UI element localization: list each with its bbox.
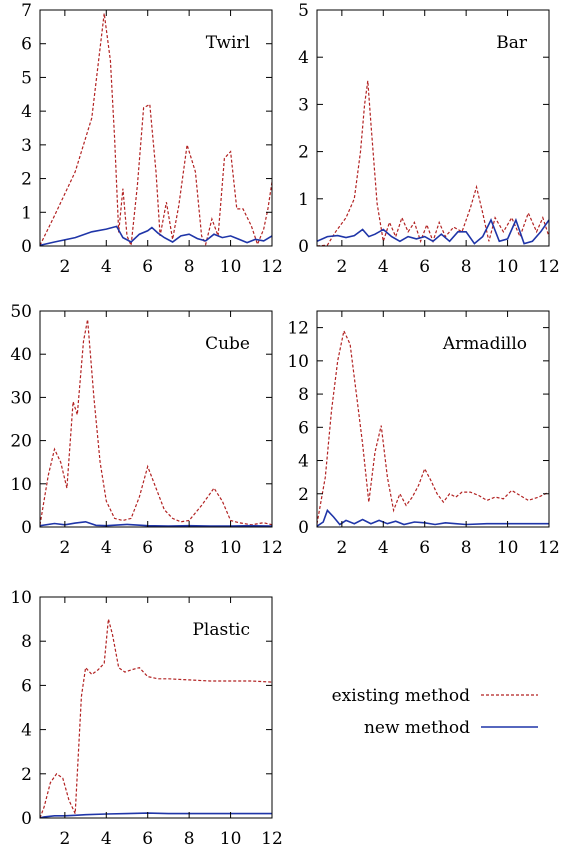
x-tick-label: 12 xyxy=(538,257,560,277)
x-tick-label: 10 xyxy=(220,829,242,849)
x-tick-label: 6 xyxy=(419,538,430,558)
y-tick-label: 40 xyxy=(10,345,32,365)
x-tick-label: 10 xyxy=(497,538,519,558)
series-group xyxy=(40,13,272,246)
x-tick-label: 8 xyxy=(184,829,195,849)
chart-panel: 2 4 6 8 10 12 0 2 4 6 8 10 12 Armadillo xyxy=(287,310,560,558)
series-line-new xyxy=(40,812,272,818)
y-tick-label: 10 xyxy=(10,475,32,495)
legend: existing method new method xyxy=(332,686,538,738)
y-tick-label: 4 xyxy=(21,721,32,741)
x-tick-label: 8 xyxy=(184,538,195,558)
x-tick-label: 2 xyxy=(336,538,347,558)
y-tick-label: 8 xyxy=(21,632,32,652)
y-tick-label: 0 xyxy=(21,518,32,538)
plot-frame xyxy=(39,310,273,528)
y-tick-label: 10 xyxy=(10,588,32,608)
y-tick-label: 2 xyxy=(21,170,32,190)
plot-frame xyxy=(39,596,273,819)
y-tick-label: 12 xyxy=(287,319,309,339)
series-group xyxy=(40,319,272,527)
legend-label-existing: existing method xyxy=(332,686,471,706)
x-tick-label: 10 xyxy=(220,257,242,277)
y-tick-label: 4 xyxy=(298,452,309,472)
series-line-existing xyxy=(317,80,549,246)
series-group xyxy=(317,80,549,246)
y-tick-label: 4 xyxy=(298,48,309,68)
x-tick-label: 10 xyxy=(497,257,519,277)
x-tick-label: 2 xyxy=(59,829,70,849)
x-tick-label: 6 xyxy=(142,538,153,558)
legend-label-new: new method xyxy=(364,718,470,738)
x-tick-label: 6 xyxy=(419,257,430,277)
series-line-existing xyxy=(40,618,272,818)
y-tick-label: 0 xyxy=(21,809,32,829)
plot-frame xyxy=(316,9,550,247)
x-tick-label: 12 xyxy=(261,538,283,558)
series-line-new xyxy=(40,520,272,527)
series-line-existing xyxy=(40,319,272,526)
x-tick-label: 4 xyxy=(101,538,112,558)
plot-frame xyxy=(316,310,550,528)
x-tick-label: 4 xyxy=(378,257,389,277)
chart-title: Bar xyxy=(496,33,528,53)
y-tick-label: 3 xyxy=(21,136,32,156)
y-tick-label: 2 xyxy=(298,485,309,505)
y-tick-label: 3 xyxy=(298,95,309,115)
y-tick-label: 0 xyxy=(21,237,32,257)
y-tick-label: 6 xyxy=(21,35,32,55)
y-tick-label: 6 xyxy=(298,418,309,438)
y-tick-label: 5 xyxy=(21,68,32,88)
chart-title: Armadillo xyxy=(442,334,527,354)
x-tick-label: 4 xyxy=(101,257,112,277)
y-tick-label: 0 xyxy=(298,518,309,538)
x-tick-label: 8 xyxy=(461,538,472,558)
chart-title: Twirl xyxy=(206,33,250,53)
y-tick-label: 2 xyxy=(21,765,32,785)
x-tick-label: 10 xyxy=(220,538,242,558)
series-line-existing xyxy=(317,329,549,524)
y-tick-label: 7 xyxy=(21,1,32,21)
x-tick-label: 12 xyxy=(261,829,283,849)
x-tick-label: 4 xyxy=(378,538,389,558)
y-tick-label: 10 xyxy=(287,352,309,372)
y-tick-label: 0 xyxy=(298,237,309,257)
plot-frame xyxy=(39,9,273,247)
series-line-existing xyxy=(40,13,272,246)
y-tick-label: 50 xyxy=(10,302,32,322)
x-tick-label: 2 xyxy=(59,538,70,558)
y-tick-label: 30 xyxy=(10,388,32,408)
x-tick-label: 2 xyxy=(59,257,70,277)
series-line-new xyxy=(40,225,272,246)
chart-title: Plastic xyxy=(192,620,250,640)
y-tick-label: 8 xyxy=(298,385,309,405)
x-tick-label: 8 xyxy=(184,257,195,277)
x-tick-label: 4 xyxy=(101,829,112,849)
y-tick-label: 4 xyxy=(21,102,32,122)
y-tick-label: 1 xyxy=(298,190,309,210)
y-tick-label: 20 xyxy=(10,432,32,452)
y-tick-label: 1 xyxy=(21,203,32,223)
series-group xyxy=(317,329,549,527)
x-tick-label: 6 xyxy=(142,257,153,277)
x-tick-label: 2 xyxy=(336,257,347,277)
x-tick-label: 8 xyxy=(461,257,472,277)
y-tick-label: 6 xyxy=(21,676,32,696)
chart-title: Cube xyxy=(205,334,250,354)
x-tick-label: 12 xyxy=(538,538,560,558)
series-group xyxy=(40,618,272,818)
y-tick-label: 5 xyxy=(298,1,309,21)
series-line-new xyxy=(317,508,549,527)
x-tick-label: 6 xyxy=(142,829,153,849)
y-tick-label: 2 xyxy=(298,143,309,163)
series-line-new xyxy=(317,217,549,245)
chart-panel: 2 4 6 8 10 12 0 10 20 30 40 50 Cube xyxy=(10,302,282,558)
chart-panel: 2 4 6 8 10 12 0 2 4 6 8 10 Plastic xyxy=(10,588,282,849)
x-tick-label: 12 xyxy=(261,257,283,277)
